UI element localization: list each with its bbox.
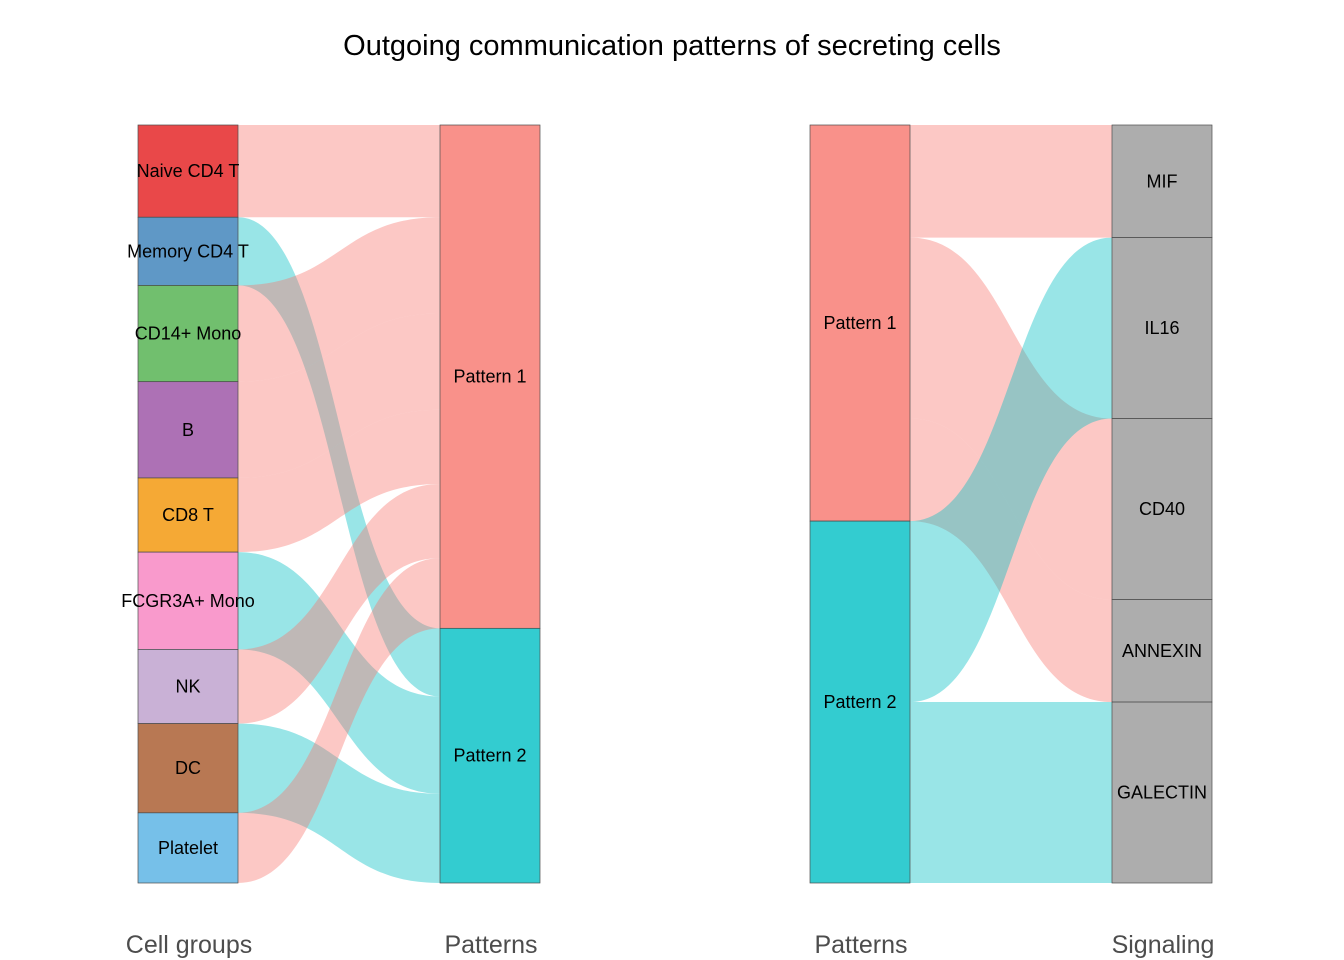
flow-pattern-1-to-annexin xyxy=(910,418,1112,703)
node-label-b: B xyxy=(182,420,194,440)
node-pattern-1 xyxy=(809,124,911,522)
axis-label-cell-groups: Cell groups xyxy=(126,931,252,959)
node-label-pattern-1: Pattern 1 xyxy=(453,367,526,387)
panel-patterns-to-signaling: Pattern 1 Pattern 2 MIF IL16 CD40 ANNEXIN GALE… xyxy=(809,124,1215,959)
flow-dc-to-pattern-2 xyxy=(238,723,440,883)
node-dc xyxy=(137,723,239,814)
chart-title: Outgoing communication patterns of secre… xyxy=(343,30,1001,62)
axis-label-patterns-left-panel: Patterns xyxy=(444,931,537,959)
flow-group xyxy=(238,125,440,883)
node-label-galectin: GALECTIN xyxy=(1117,783,1207,803)
node-label-annexin: ANNEXIN xyxy=(1122,641,1202,661)
flow-naive-cd4-t-to-pattern-1 xyxy=(238,125,440,218)
node-label-cd14plus-mono: CD14+ Mono xyxy=(135,324,242,344)
node-annexin xyxy=(1111,599,1213,703)
node-pattern-2 xyxy=(439,627,541,884)
node-label-pattern-2: Pattern 2 xyxy=(453,746,526,766)
node-label-dc: DC xyxy=(175,758,201,778)
node-naive-cd4-t xyxy=(137,124,239,218)
node-group: Pattern 1 Pattern 2 MIF IL16 CD40 ANNEXIN GALE… xyxy=(809,124,1213,884)
node-pattern-1 xyxy=(439,124,541,629)
node-label-cd40: CD40 xyxy=(1139,499,1185,519)
node-label-cd8-t: CD8 T xyxy=(162,505,214,525)
node-label-fcgr3aplus-mono: FCGR3A+ Mono xyxy=(121,591,255,611)
node-label-pattern-1: Pattern 1 xyxy=(823,313,896,333)
node-b xyxy=(137,381,239,479)
flow-group xyxy=(910,125,1112,883)
node-mif xyxy=(1111,124,1213,238)
node-pattern-2 xyxy=(809,520,911,884)
flow-memory-cd4-t-to-pattern-2 xyxy=(238,217,440,697)
node-label-nk: NK xyxy=(175,676,200,696)
flow-b-to-pattern-1 xyxy=(238,313,440,478)
panel-cell-groups-to-patterns: Naive CD4 T Memory CD4 T CD14+ Mono B CD8 T F… xyxy=(121,124,541,959)
node-nk xyxy=(137,649,239,724)
flow-cd14plus-mono-to-pattern-1 xyxy=(238,217,440,382)
flow-nk-to-pattern-1 xyxy=(238,483,440,724)
node-il16 xyxy=(1111,237,1213,419)
node-label-pattern-2: Pattern 2 xyxy=(823,692,896,712)
flow-pattern-2-to-galectin xyxy=(910,702,1112,883)
node-cd40 xyxy=(1111,418,1213,600)
axis-label-patterns-right-panel: Patterns xyxy=(814,931,907,959)
node-label-naive-cd4-t: Naive CD4 T xyxy=(137,161,240,181)
axis-label-signaling: Signaling xyxy=(1112,931,1215,959)
flow-pattern-2-to-il16 xyxy=(910,237,1112,703)
node-label-platelet: Platelet xyxy=(158,838,218,858)
node-platelet xyxy=(137,812,239,884)
flow-platelet-to-pattern-1 xyxy=(238,558,440,883)
node-label-memory-cd4-t: Memory CD4 T xyxy=(127,241,249,261)
node-cd14plus-mono xyxy=(137,285,239,383)
flow-pattern-1-to-mif xyxy=(910,125,1112,238)
node-label-mif: MIF xyxy=(1147,171,1178,191)
flow-cd8-t-to-pattern-1 xyxy=(238,409,440,553)
flow-fcgr3aplus-mono-to-pattern-2 xyxy=(238,552,440,794)
node-group: Naive CD4 T Memory CD4 T CD14+ Mono B CD8 T F… xyxy=(121,124,541,884)
node-fcgr3aplus-mono xyxy=(137,551,239,650)
node-galectin xyxy=(1111,701,1213,884)
flow-pattern-1-to-cd40 xyxy=(910,237,1112,600)
node-cd8-t xyxy=(137,477,239,553)
node-label-il16: IL16 xyxy=(1144,318,1179,338)
